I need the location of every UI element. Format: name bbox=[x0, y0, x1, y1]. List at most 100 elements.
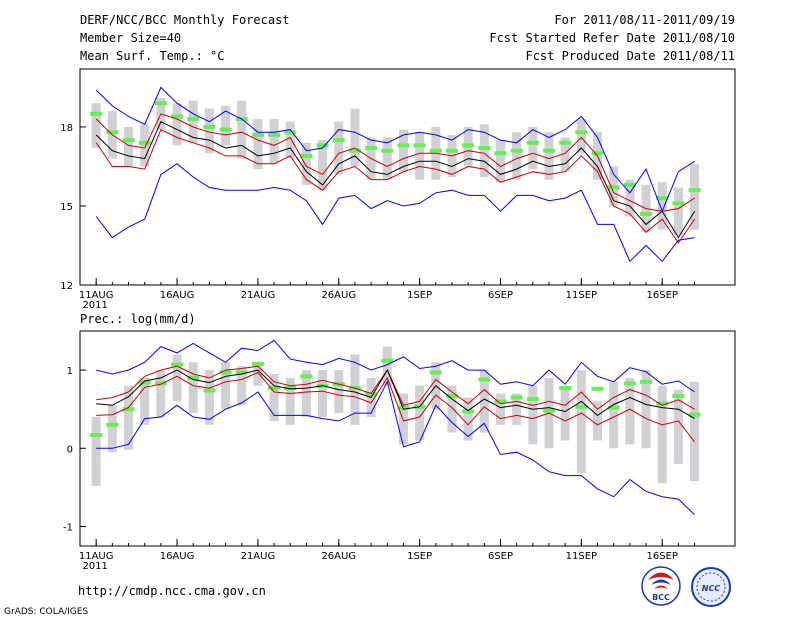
prec-median-mark-day-27 bbox=[526, 397, 539, 402]
bcc-logo: BCC bbox=[641, 566, 681, 606]
prec-box-day-8 bbox=[221, 362, 231, 410]
temp-box-day-25 bbox=[495, 140, 505, 183]
prec-xtick-year: 2011 bbox=[82, 561, 107, 572]
prec-box-day-37 bbox=[690, 381, 700, 482]
prec-median-mark-day-8 bbox=[219, 370, 232, 375]
temp-box-day-26 bbox=[512, 132, 522, 180]
bcc-logo-text: BCC bbox=[652, 593, 670, 602]
temp-ytick-label: 12 bbox=[60, 281, 73, 292]
temp-box-day-8 bbox=[221, 105, 231, 146]
temp-box-day-11 bbox=[269, 119, 279, 164]
temp-median-mark-day-11 bbox=[268, 132, 281, 137]
temp-ytick-label: 15 bbox=[60, 202, 73, 213]
temp-box-day-3 bbox=[140, 124, 150, 167]
prec-box-day-33 bbox=[625, 377, 635, 445]
temp-median-mark-day-2 bbox=[122, 138, 135, 143]
temp-series-min bbox=[95, 163, 695, 263]
prec-box-day-29 bbox=[560, 385, 570, 441]
prec-xtick-label: 11AUG bbox=[79, 551, 114, 562]
temp-box-day-15 bbox=[334, 121, 344, 175]
prec-xtick-label: 6SEP bbox=[488, 551, 513, 562]
prec-box-day-9 bbox=[237, 366, 247, 406]
prec-box-day-0 bbox=[91, 417, 101, 486]
prec-box-day-32 bbox=[609, 381, 619, 449]
temp-box-day-35 bbox=[657, 182, 667, 230]
temp-median-mark-day-17 bbox=[365, 146, 378, 151]
prec-box-day-14 bbox=[318, 370, 328, 417]
prec-median-mark-day-13 bbox=[300, 374, 313, 379]
temp-median-mark-day-20 bbox=[413, 143, 426, 148]
temp-box-day-5 bbox=[172, 103, 182, 146]
prec-median-mark-day-11 bbox=[268, 386, 281, 391]
prec-median-mark-day-18 bbox=[381, 358, 394, 363]
temp-box-day-0 bbox=[91, 103, 101, 149]
prec-median-mark-day-35 bbox=[656, 401, 669, 406]
prec-median-mark-day-17 bbox=[365, 392, 378, 397]
temp-median-mark-day-14 bbox=[316, 143, 329, 148]
temp-median-mark-day-25 bbox=[494, 151, 507, 156]
temp-box-day-37 bbox=[690, 163, 700, 230]
temp-median-mark-day-8 bbox=[219, 127, 232, 132]
temp-box-day-27 bbox=[528, 126, 538, 170]
temp-xtick-label: 11AUG bbox=[79, 290, 114, 301]
prec-box-day-35 bbox=[657, 385, 667, 484]
prec-xtick-label: 16AUG bbox=[160, 551, 195, 562]
temp-xtick-label: 21AUG bbox=[241, 290, 276, 301]
prec-box-day-36 bbox=[673, 389, 683, 464]
temp-median-mark-day-13 bbox=[300, 153, 313, 158]
temp-median-mark-day-19 bbox=[397, 143, 410, 148]
prec-box-day-7 bbox=[204, 370, 214, 425]
header-left-line1: DERF/NCC/BCC Monthly Forecast bbox=[80, 13, 290, 27]
temp-xtick-label: 1SEP bbox=[407, 290, 432, 301]
prec-median-mark-day-28 bbox=[543, 408, 556, 413]
prec-median-mark-day-22 bbox=[445, 393, 458, 398]
prec-box-day-24 bbox=[479, 370, 489, 433]
prec-median-mark-day-6 bbox=[187, 375, 200, 380]
prec-median-mark-day-21 bbox=[429, 370, 442, 375]
prec-median-mark-day-36 bbox=[672, 393, 685, 398]
temp-box-day-28 bbox=[544, 132, 554, 180]
prec-box-day-23 bbox=[463, 397, 473, 441]
header-right-line1: For 2011/08/11-2011/09/19 bbox=[554, 13, 735, 27]
prec-box-day-11 bbox=[269, 374, 279, 421]
temp-median-mark-day-31 bbox=[591, 151, 604, 156]
temp-box-day-12 bbox=[285, 121, 295, 159]
prec-box-day-30 bbox=[576, 370, 586, 474]
temp-series-spread-hi bbox=[95, 113, 695, 212]
temp-median-mark-day-7 bbox=[203, 124, 216, 129]
prec-xtick-label: 26AUG bbox=[321, 551, 356, 562]
prec-series-spread-lo bbox=[96, 371, 695, 443]
prec-box-day-18 bbox=[382, 346, 392, 386]
prec-box-day-3 bbox=[140, 377, 150, 425]
precip-panel-title: Prec.: log(mm/d) bbox=[80, 312, 196, 326]
temp-box-day-30 bbox=[576, 119, 586, 154]
temp-median-mark-day-0 bbox=[90, 111, 103, 116]
prec-series-mean bbox=[96, 368, 695, 420]
prec-xtick-label: 11SEP bbox=[566, 551, 597, 562]
header-right-line2: Fcst Started Refer Date 2011/08/10 bbox=[489, 31, 735, 45]
prec-series-max bbox=[96, 339, 695, 393]
temp-median-mark-day-33 bbox=[623, 182, 636, 187]
temp-median-mark-day-16 bbox=[348, 148, 361, 153]
temp-box-day-2 bbox=[124, 126, 134, 167]
prec-median-mark-day-3 bbox=[138, 380, 151, 385]
temp-median-mark-day-22 bbox=[445, 148, 458, 153]
temp-xtick-label: 6SEP bbox=[488, 290, 513, 301]
temp-median-mark-day-12 bbox=[284, 130, 297, 135]
prec-median-mark-day-33 bbox=[623, 381, 636, 386]
prec-median-mark-day-23 bbox=[462, 409, 475, 414]
prec-median-mark-day-9 bbox=[235, 370, 248, 375]
temp-box-day-6 bbox=[188, 100, 198, 143]
prec-box-day-10 bbox=[253, 362, 263, 386]
temp-median-mark-day-35 bbox=[656, 196, 669, 201]
temp-median-mark-day-5 bbox=[171, 114, 184, 119]
temp-xtick-label: 16AUG bbox=[160, 290, 195, 301]
prec-median-mark-day-32 bbox=[607, 405, 620, 410]
temp-box-day-14 bbox=[318, 140, 328, 191]
prec-box-day-12 bbox=[285, 377, 295, 425]
temp-plot-frame bbox=[79, 68, 736, 286]
temp-xtick-year: 2011 bbox=[82, 300, 107, 311]
temp-median-mark-day-15 bbox=[332, 138, 345, 143]
prec-box-day-26 bbox=[512, 393, 522, 425]
